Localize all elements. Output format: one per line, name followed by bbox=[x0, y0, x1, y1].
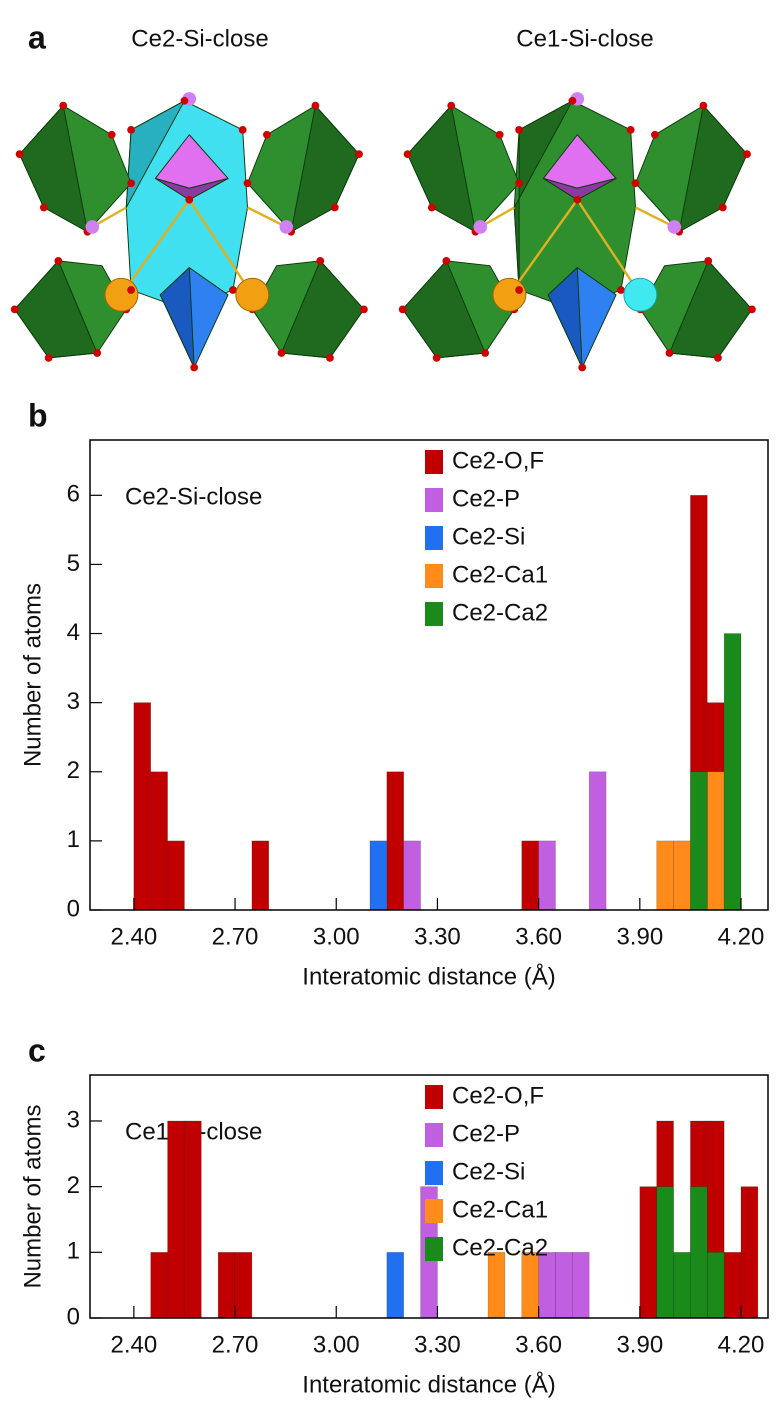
bar bbox=[639, 1186, 657, 1319]
x-tick-label: 4.20 bbox=[718, 923, 765, 950]
x-tick-label: 3.30 bbox=[414, 1331, 461, 1358]
x-axis-title: Interatomic distance (Å) bbox=[302, 1370, 555, 1398]
legend-label: Ce2-P bbox=[452, 485, 520, 512]
bar bbox=[386, 771, 405, 911]
y-tick-label: 2 bbox=[67, 757, 80, 784]
legend-swatch bbox=[425, 488, 443, 512]
x-tick-label: 3.00 bbox=[313, 923, 360, 950]
x-tick-label: 3.90 bbox=[616, 1331, 663, 1358]
y-tick-label: 3 bbox=[67, 1106, 80, 1133]
legend-swatch bbox=[425, 526, 443, 550]
bar bbox=[656, 840, 674, 911]
bar bbox=[521, 1252, 539, 1319]
y-tick-label: 6 bbox=[67, 481, 80, 508]
bar bbox=[656, 1186, 674, 1319]
x-tick-label: 2.70 bbox=[212, 923, 259, 950]
bar bbox=[588, 771, 607, 911]
legend-swatch bbox=[425, 602, 443, 626]
bar bbox=[690, 771, 708, 911]
bar bbox=[150, 1252, 168, 1319]
bar bbox=[167, 840, 185, 911]
annotation: Ce2-Si-close bbox=[125, 483, 262, 510]
legend-swatch bbox=[425, 1085, 443, 1109]
bar bbox=[217, 1252, 236, 1319]
bar bbox=[133, 702, 152, 911]
legend-label: Ce2-Si bbox=[452, 1158, 525, 1185]
panel-label: b bbox=[28, 397, 48, 433]
structure-title: Ce2-Si-close bbox=[131, 25, 268, 52]
x-tick-label: 3.60 bbox=[515, 1331, 562, 1358]
bar bbox=[369, 840, 388, 911]
plot-frame bbox=[89, 1074, 769, 1319]
bar bbox=[723, 633, 742, 911]
y-tick-label: 1 bbox=[67, 1238, 80, 1265]
bar bbox=[706, 1252, 725, 1319]
x-tick-label: 3.30 bbox=[414, 923, 461, 950]
y-tick-label: 0 bbox=[67, 895, 80, 922]
bar bbox=[673, 840, 691, 911]
legend-label: Ce2-O,F bbox=[452, 1082, 544, 1109]
bar bbox=[386, 1252, 405, 1319]
legend-label: Ce2-Ca2 bbox=[452, 599, 548, 626]
bar bbox=[572, 1252, 590, 1319]
legend-swatch bbox=[425, 1237, 443, 1261]
y-tick-label: 2 bbox=[67, 1172, 80, 1199]
legend-swatch bbox=[425, 564, 443, 588]
bar bbox=[690, 1186, 708, 1319]
y-tick-label: 0 bbox=[67, 1303, 80, 1330]
legend-swatch bbox=[425, 1123, 443, 1147]
x-tick-label: 2.40 bbox=[110, 1331, 157, 1358]
bar bbox=[150, 771, 168, 911]
x-axis-title: Interatomic distance (Å) bbox=[302, 962, 555, 990]
structure-right bbox=[398, 90, 757, 373]
bar bbox=[538, 1252, 556, 1319]
bar bbox=[740, 1186, 759, 1319]
y-tick-label: 4 bbox=[67, 619, 80, 646]
bar bbox=[555, 1252, 573, 1319]
y-axis-title: Number of atoms bbox=[19, 583, 46, 767]
y-axis-title: Number of atoms bbox=[19, 1104, 46, 1288]
x-tick-label: 2.70 bbox=[212, 1331, 259, 1358]
bar bbox=[538, 840, 556, 911]
panel-label: a bbox=[28, 19, 46, 55]
structure-title: Ce1-Si-close bbox=[516, 25, 653, 52]
bar bbox=[673, 1252, 691, 1319]
x-tick-label: 2.40 bbox=[110, 923, 157, 950]
legend-label: Ce2-Ca1 bbox=[452, 561, 548, 588]
x-tick-label: 3.90 bbox=[616, 923, 663, 950]
x-tick-label: 3.60 bbox=[515, 923, 562, 950]
y-tick-label: 1 bbox=[67, 826, 80, 853]
plot-frame bbox=[89, 439, 769, 911]
legend-swatch bbox=[425, 450, 443, 474]
x-tick-label: 3.00 bbox=[313, 1331, 360, 1358]
y-tick-label: 5 bbox=[67, 550, 80, 577]
legend-label: Ce2-O,F bbox=[452, 447, 544, 474]
bar bbox=[184, 1120, 202, 1319]
bar bbox=[723, 1252, 742, 1319]
bar bbox=[403, 840, 421, 911]
panel-label: c bbox=[28, 1032, 46, 1068]
bar bbox=[234, 1252, 253, 1319]
legend-swatch bbox=[425, 1199, 443, 1223]
structure-left bbox=[10, 90, 369, 373]
x-tick-label: 4.20 bbox=[718, 1331, 765, 1358]
legend-label: Ce2-Si bbox=[452, 523, 525, 550]
bar bbox=[706, 771, 725, 911]
bar bbox=[251, 840, 270, 911]
legend-swatch bbox=[425, 1161, 443, 1185]
y-tick-label: 3 bbox=[67, 688, 80, 715]
bar bbox=[167, 1120, 185, 1319]
bar bbox=[521, 840, 539, 911]
legend-label: Ce2-Ca1 bbox=[452, 1196, 548, 1223]
bar bbox=[487, 1252, 506, 1319]
legend-label: Ce2-P bbox=[452, 1120, 520, 1147]
legend-label: Ce2-Ca2 bbox=[452, 1234, 548, 1261]
